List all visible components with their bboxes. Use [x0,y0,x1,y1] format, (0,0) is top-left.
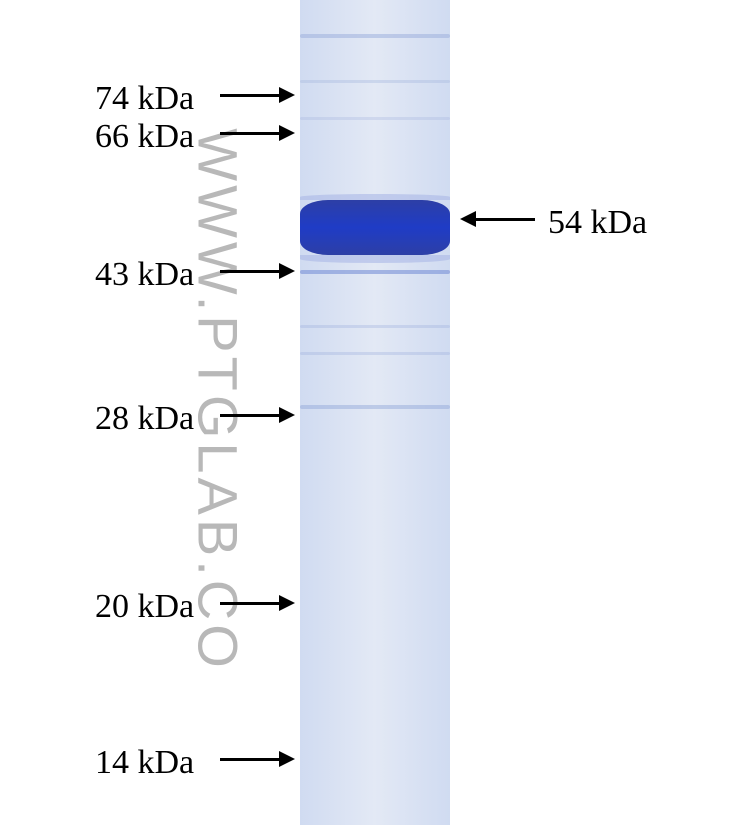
faint-band [300,270,450,274]
faint-band [300,80,450,83]
faint-band [300,325,450,328]
faint-band [300,34,450,38]
mw-marker-label: 66 kDa [95,118,194,156]
watermark-text: WWW.PTGLAB.CO [186,128,251,672]
mw-marker-label: 20 kDa [95,588,194,626]
gel-lane [300,0,450,825]
main-protein-band [300,200,450,255]
faint-band [300,117,450,120]
faint-band [300,405,450,409]
target-band-label: 54 kDa [548,204,647,242]
mw-marker-label: 43 kDa [95,256,194,294]
mw-marker-label: 28 kDa [95,400,194,438]
mw-marker-label: 14 kDa [95,744,194,782]
mw-marker-label: 74 kDa [95,80,194,118]
faint-band [300,352,450,355]
